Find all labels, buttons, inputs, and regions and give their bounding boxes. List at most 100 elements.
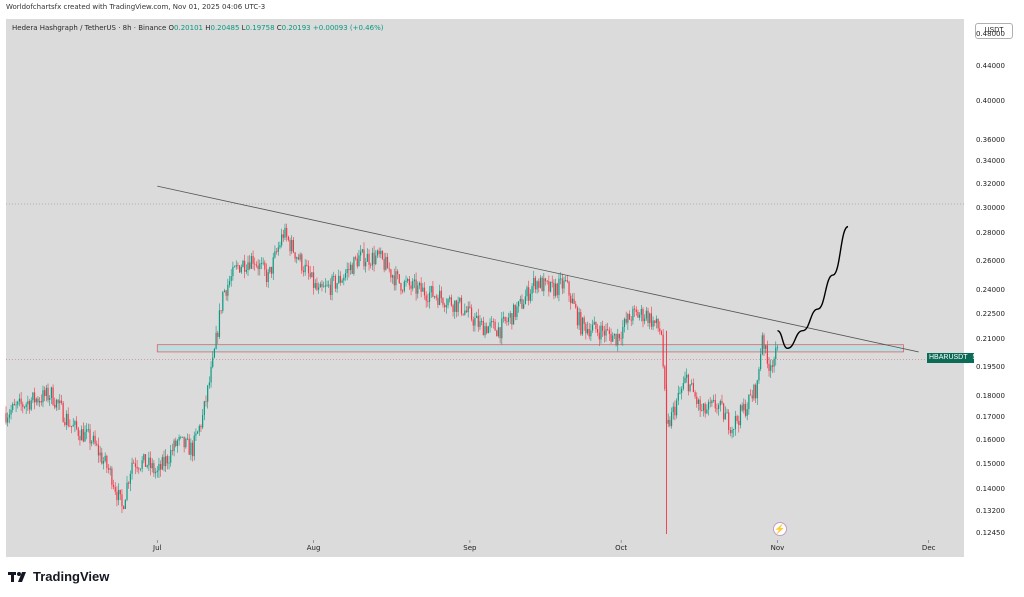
candle-body	[296, 257, 298, 259]
candle	[459, 297, 461, 304]
candle	[269, 266, 271, 274]
candle-body	[173, 440, 175, 452]
candle-body	[439, 290, 441, 305]
candle	[178, 434, 180, 446]
candle-body	[585, 323, 587, 334]
candle	[437, 294, 439, 308]
price-tick-9: 0.24000	[976, 286, 1005, 295]
price-tick-8: 0.26000	[976, 256, 1005, 265]
candle-body	[54, 404, 56, 408]
price-tick-6: 0.30000	[976, 203, 1005, 212]
candle	[275, 247, 278, 255]
candle-body	[586, 328, 589, 334]
candle	[633, 305, 636, 317]
candle-body	[613, 333, 616, 336]
candle	[282, 229, 284, 242]
chart-area[interactable]	[6, 19, 1018, 557]
candle-body	[470, 307, 473, 320]
candle-body	[60, 400, 63, 403]
candle	[447, 298, 449, 309]
candle-body	[691, 383, 693, 385]
candle-body	[77, 428, 79, 436]
candle	[568, 280, 570, 302]
candle	[627, 312, 629, 330]
candle	[670, 407, 673, 429]
candle	[302, 266, 305, 277]
candle	[554, 278, 557, 298]
candle	[27, 395, 29, 411]
candle-body	[393, 275, 395, 286]
candle	[681, 386, 683, 400]
candle-body	[383, 258, 385, 270]
candle	[123, 505, 125, 510]
candle	[197, 430, 199, 434]
candle	[321, 280, 323, 292]
time-label-nov: Nov	[770, 544, 785, 552]
candle-body	[148, 457, 150, 466]
candle-body	[163, 457, 165, 467]
candle	[741, 402, 743, 412]
candle-body	[277, 247, 279, 252]
candle	[575, 301, 577, 309]
candle-body	[452, 305, 454, 312]
candle	[563, 276, 565, 294]
candle	[386, 253, 389, 269]
candle-body	[719, 401, 721, 406]
candle-body	[465, 310, 468, 313]
candle-body	[768, 363, 770, 371]
candle	[208, 376, 210, 389]
candle-body	[321, 283, 323, 287]
low-value: 0.19758	[245, 24, 275, 32]
candle-body	[319, 283, 321, 288]
candle-body	[10, 409, 12, 415]
candle	[244, 254, 246, 279]
candle-body	[701, 410, 703, 411]
events-lightning-icon[interactable]: ⚡	[773, 522, 787, 536]
candle	[287, 235, 289, 242]
candle	[696, 392, 698, 408]
candle	[156, 465, 158, 478]
candle-body	[153, 463, 155, 474]
candle	[223, 288, 226, 293]
currency-unit-button[interactable]: USDT	[975, 23, 1013, 39]
candle-body	[165, 456, 167, 467]
candle-body	[385, 256, 387, 270]
candle-body	[581, 317, 584, 335]
candle	[647, 307, 649, 327]
candle	[33, 387, 36, 410]
candle	[205, 395, 207, 407]
candle-body	[620, 338, 622, 340]
candle-body	[318, 287, 320, 290]
candle	[718, 403, 720, 416]
candle-body	[215, 332, 217, 349]
candle	[200, 424, 202, 432]
candle	[608, 327, 610, 341]
candle-body	[447, 299, 449, 306]
candle-body	[556, 283, 558, 296]
candle	[328, 280, 330, 289]
candle	[566, 274, 568, 284]
candle	[198, 424, 200, 436]
candle	[677, 385, 679, 406]
candle	[15, 401, 17, 412]
candle-body	[33, 392, 36, 403]
candle-body	[370, 264, 372, 266]
candle-body	[92, 435, 94, 442]
candle	[712, 394, 715, 403]
candle-body	[511, 313, 513, 325]
candle-body	[272, 257, 274, 274]
candle	[247, 255, 249, 276]
price-axis[interactable]	[964, 19, 1018, 557]
candle-body	[121, 494, 123, 507]
candle-body	[497, 327, 500, 337]
candle	[628, 310, 631, 320]
candle-body	[133, 462, 135, 464]
candle	[284, 223, 286, 241]
candle	[613, 333, 616, 340]
candle-body	[198, 425, 200, 432]
candle	[570, 292, 572, 310]
candle	[52, 384, 54, 406]
candle-body	[316, 283, 318, 290]
candle-body	[119, 489, 121, 495]
